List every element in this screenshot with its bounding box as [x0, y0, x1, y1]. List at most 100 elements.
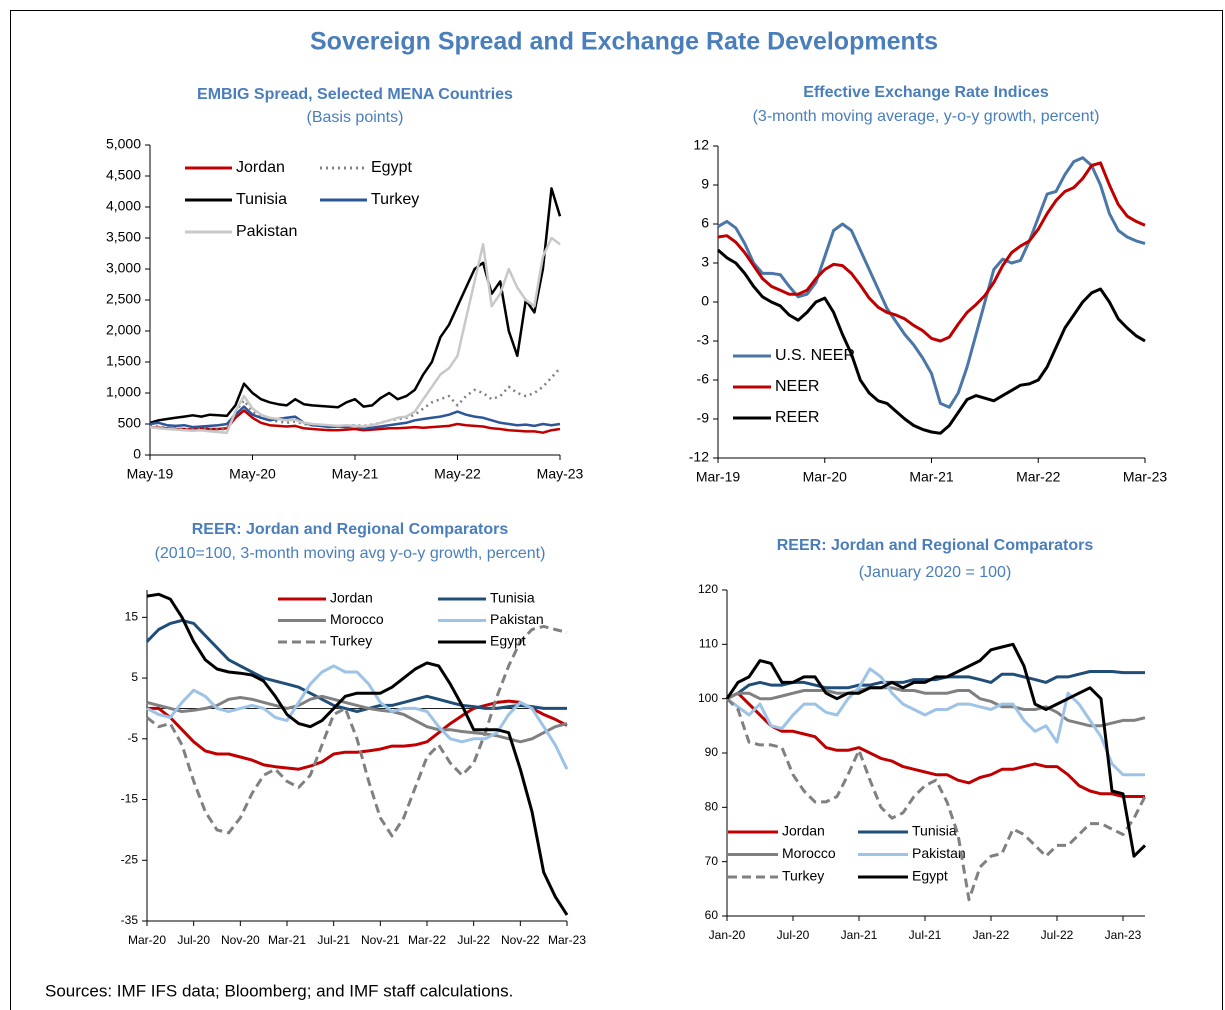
x-tick-label: Mar-23: [1123, 469, 1168, 485]
figure-title: Sovereign Spread and Exchange Rate Devel…: [310, 28, 938, 56]
legend-label: Turkey: [782, 868, 824, 884]
y-tick-label: -15: [121, 792, 139, 806]
y-tick-label: 60: [705, 908, 719, 922]
y-tick-label: 500: [118, 415, 142, 431]
chart-subtitle: (January 2020 = 100): [859, 564, 1012, 581]
y-tick-label: 9: [701, 176, 709, 192]
x-tick-label: Jan-21: [841, 928, 878, 942]
x-tick-label: Nov-21: [361, 933, 400, 947]
x-tick-label: Mar-20: [128, 933, 166, 947]
legend-label: Egypt: [371, 159, 412, 176]
legend-label: Jordan: [782, 823, 825, 839]
legend-label: Jordan: [330, 590, 373, 606]
series-line: [147, 699, 568, 771]
series-line: [726, 667, 1145, 777]
y-tick-label: 6: [701, 215, 709, 231]
legend-label: Egypt: [912, 868, 948, 884]
chart-subtitle: (3-month moving average, y-o-y growth, p…: [753, 108, 1100, 125]
y-tick-label: -5: [127, 731, 138, 745]
chart-subtitle: (2010=100, 3-month moving avg y-o-y grow…: [155, 545, 546, 562]
y-tick-label: 90: [705, 745, 719, 759]
y-tick-label: 3,500: [106, 229, 141, 245]
y-tick-label: 3,000: [106, 260, 141, 276]
y-tick-label: -3: [697, 332, 710, 348]
y-tick-label: 100: [698, 691, 718, 705]
series-line: [725, 697, 1147, 902]
chart-title: REER: Jordan and Regional Comparators: [192, 521, 509, 538]
chart-subtitle: (Basis points): [307, 109, 404, 126]
series-line: [145, 618, 567, 713]
x-tick-label: Mar-20: [803, 469, 848, 485]
series-line: [717, 161, 1146, 343]
chart-title: EMBIG Spread, Selected MENA Countries: [197, 86, 513, 103]
series-line: [146, 694, 568, 744]
y-tick-label: 4,500: [106, 167, 141, 183]
x-tick-label: Jul-20: [177, 933, 210, 947]
y-tick-label: 2,500: [106, 291, 141, 307]
series-line: [717, 156, 1146, 409]
y-tick-label: -12: [689, 449, 709, 465]
y-tick-label: 1,500: [106, 353, 141, 369]
y-tick-label: -9: [697, 410, 710, 426]
series-line: [725, 642, 1147, 858]
series-line: [146, 624, 568, 838]
y-tick-label: 3: [701, 254, 709, 270]
x-tick-label: May-20: [229, 466, 276, 482]
x-tick-label: Jul-22: [1041, 928, 1074, 942]
legend-label: U.S. NEER: [775, 347, 855, 364]
x-tick-label: Jul-21: [317, 933, 350, 947]
x-tick-label: May-19: [127, 466, 174, 482]
x-tick-label: Jan-23: [1105, 928, 1142, 942]
y-tick-label: 2,000: [106, 322, 141, 338]
y-tick-label: 5,000: [106, 136, 141, 152]
x-tick-label: May-23: [537, 466, 584, 482]
legend-label: Egypt: [490, 633, 526, 649]
x-tick-label: Mar-21: [268, 933, 306, 947]
series-line: [149, 187, 562, 424]
chart-title: Effective Exchange Rate Indices: [803, 84, 1049, 101]
chart-title: REER: Jordan and Regional Comparators: [777, 537, 1094, 554]
series-line: [717, 248, 1146, 435]
x-tick-label: Jan-20: [709, 928, 746, 942]
legend-label: Pakistan: [912, 845, 966, 861]
x-tick-label: Jan-22: [973, 928, 1010, 942]
legend-label: Pakistan: [490, 611, 544, 627]
series-line: [149, 409, 561, 434]
legend-label: Pakistan: [236, 223, 297, 240]
y-tick-label: 4,000: [106, 198, 141, 214]
series-line: [146, 592, 569, 916]
y-tick-label: 70: [705, 854, 719, 868]
x-tick-label: May-21: [332, 466, 379, 482]
legend-label: NEER: [775, 378, 819, 395]
x-tick-label: Mar-22: [408, 933, 446, 947]
x-tick-label: Nov-22: [501, 933, 540, 947]
x-tick-label: Mar-22: [1016, 469, 1061, 485]
y-tick-label: 15: [125, 610, 139, 624]
x-tick-label: Mar-21: [909, 469, 954, 485]
series-line: [726, 691, 1145, 798]
x-tick-label: Jul-21: [909, 928, 942, 942]
frame: [10, 10, 1223, 1010]
x-tick-label: May-22: [434, 466, 481, 482]
y-tick-label: 1,000: [106, 384, 141, 400]
y-tick-label: 0: [133, 446, 141, 462]
y-tick-label: -25: [121, 852, 139, 866]
x-tick-label: Nov-20: [221, 933, 260, 947]
legend-label: Tunisia: [236, 191, 287, 208]
legend-label: Tunisia: [912, 823, 957, 839]
legend-label: Turkey: [330, 633, 372, 649]
legend-label: REER: [775, 409, 819, 426]
series-line: [146, 664, 569, 770]
legend-label: Morocco: [782, 845, 836, 861]
legend-label: Tunisia: [490, 590, 535, 606]
y-tick-label: 5: [131, 670, 138, 684]
legend-label: Morocco: [330, 611, 384, 627]
y-tick-label: 0: [701, 293, 709, 309]
x-tick-label: Jul-22: [457, 933, 490, 947]
x-tick-label: Mar-23: [548, 933, 586, 947]
y-tick-label: 80: [705, 800, 719, 814]
series-line: [149, 236, 561, 434]
legend-label: Jordan: [236, 159, 285, 176]
y-tick-label: -35: [121, 913, 139, 927]
